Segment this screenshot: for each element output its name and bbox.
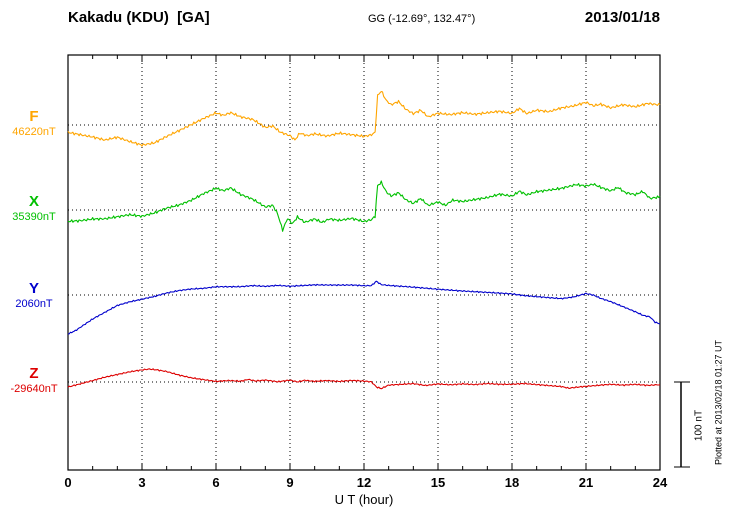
trace-X [67, 180, 661, 232]
series-baseline-Z: -29640nT [10, 383, 58, 395]
x-axis-label: U T (hour) [334, 492, 394, 507]
station-title: Kakadu (KDU) [GA] [68, 9, 210, 26]
scale-bar-label: 100 nT [693, 409, 705, 442]
series-label-Z: Z -29640nT [4, 366, 64, 397]
x-tick-label: 21 [579, 475, 593, 490]
series-name-Y: Y [28, 280, 39, 297]
gg-coordinates: GG (-12.69°, 132.47°) [368, 13, 476, 25]
series-name-F: F [29, 108, 39, 125]
series-baseline-X: 35390nT [12, 211, 56, 223]
series-name-Z: Z [29, 365, 39, 382]
series-baseline-Y: 2060nT [15, 298, 53, 310]
x-tick-label: 0 [64, 475, 71, 490]
x-tick-label: 24 [653, 475, 668, 490]
trace-Y [67, 280, 661, 335]
trace-Z [67, 368, 661, 390]
plot-date: 2013/01/18 [584, 9, 660, 26]
x-tick-label: 12 [357, 475, 371, 490]
series-label-Y: Y 2060nT [4, 281, 64, 312]
x-tick-label: 18 [505, 475, 519, 490]
series-label-X: X 35390nT [4, 194, 64, 225]
series-name-X: X [28, 193, 39, 210]
x-tick-label: 9 [286, 475, 293, 490]
x-tick-label: 6 [212, 475, 219, 490]
series-label-F: F 46220nT [4, 109, 64, 140]
x-tick-label: 3 [138, 475, 145, 490]
series-baseline-F: 46220nT [12, 126, 56, 138]
x-tick-label: 15 [431, 475, 445, 490]
trace-F [67, 90, 661, 147]
plotted-at-note: Plotted at 2013/02/18 01:27 UT [713, 339, 724, 466]
